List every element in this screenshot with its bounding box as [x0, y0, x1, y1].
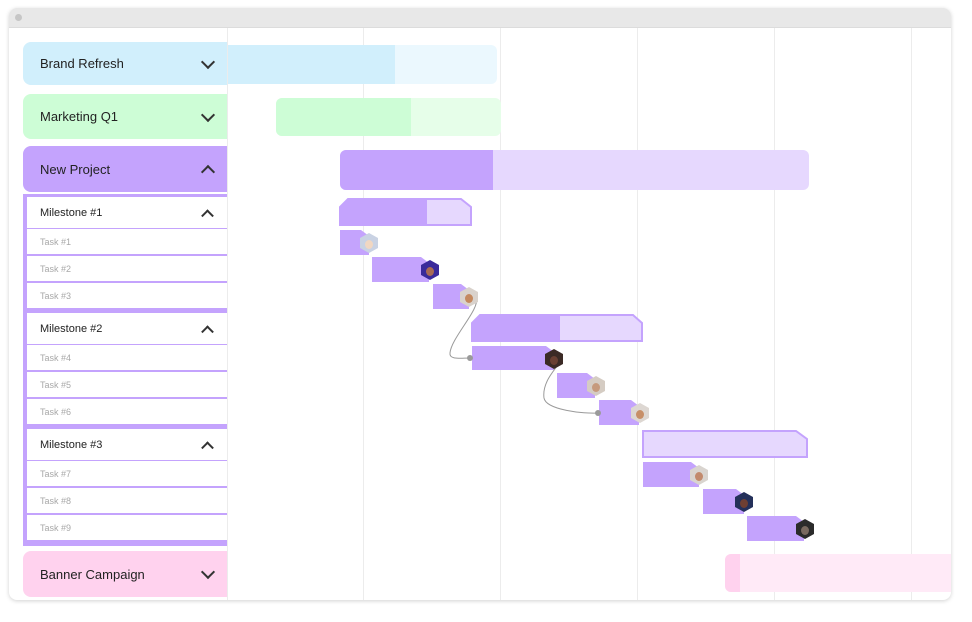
milestone-row[interactable]: Milestone #3 [27, 429, 227, 460]
chevron-up-icon[interactable] [201, 324, 214, 338]
project-name: Brand Refresh [40, 56, 124, 71]
chevron-up-icon[interactable] [201, 208, 214, 222]
task-name: Task #2 [40, 263, 72, 274]
project-name: Marketing Q1 [40, 109, 119, 124]
project-name: New Project [40, 161, 111, 177]
project-row-banner-campaign[interactable]: Banner Campaign [23, 551, 227, 597]
task-row[interactable]: Task #5 [27, 372, 227, 397]
milestone-bar-progress [472, 315, 560, 341]
project-bar-progress [276, 98, 411, 136]
gantt-window: Brand Refresh Marketing Q1 New Project M… [9, 8, 951, 600]
chevron-down-icon[interactable] [200, 54, 216, 69]
task-row[interactable]: Task #7 [27, 461, 227, 486]
project-bar-brand-refresh[interactable] [228, 45, 497, 84]
task-bar [472, 346, 554, 370]
project-bar-progress [228, 45, 395, 84]
sidebar-divider [227, 28, 228, 600]
task-bar [372, 257, 429, 282]
project-row-brand-refresh[interactable]: Brand Refresh [23, 42, 227, 85]
project-children: Milestone #1 Task #1 Task #2 Task #3 Mil… [23, 194, 227, 546]
assignee-avatar[interactable] [545, 349, 563, 369]
project-bar-banner-campaign[interactable] [725, 554, 951, 592]
task-name: Task #8 [40, 495, 72, 506]
dependency-link-end [467, 355, 473, 361]
chevron-up-icon[interactable] [200, 164, 216, 180]
project-bar-new-project[interactable] [340, 150, 809, 190]
chevron-down-icon[interactable] [200, 564, 216, 580]
assignee-avatar[interactable] [587, 376, 605, 396]
task-row[interactable]: Task #2 [27, 256, 227, 281]
assignee-avatar[interactable] [796, 519, 814, 539]
project-row-marketing-q1[interactable]: Marketing Q1 [23, 94, 227, 139]
project-name: Banner Campaign [40, 566, 145, 582]
milestone-name: Milestone #2 [40, 322, 103, 335]
project-bar-progress [725, 554, 740, 592]
task-row[interactable]: Task #6 [27, 399, 227, 424]
timeline-gridline [363, 28, 364, 600]
milestone-bar-progress [340, 199, 427, 225]
timeline-gridline [637, 28, 638, 600]
task-name: Task #3 [40, 290, 72, 301]
dependency-link-end [595, 410, 601, 416]
assignee-avatar[interactable] [735, 492, 753, 512]
assignee-avatar[interactable] [690, 465, 708, 485]
task-name: Task #1 [40, 236, 72, 247]
milestone-row[interactable]: Milestone #2 [27, 313, 227, 344]
task-name: Task #7 [40, 468, 72, 479]
task-name: Task #5 [40, 379, 72, 390]
timeline-gridline [774, 28, 775, 600]
dependency-link [449, 297, 477, 359]
milestone-bar [642, 430, 808, 458]
task-bar [747, 516, 804, 541]
task-row[interactable]: Task #9 [27, 515, 227, 540]
project-sidebar: Brand Refresh Marketing Q1 New Project M… [9, 28, 227, 600]
chevron-down-icon[interactable] [200, 107, 216, 122]
task-name: Task #6 [40, 406, 72, 417]
window-control-dot[interactable] [15, 14, 22, 21]
milestone-bar [471, 314, 643, 342]
task-row[interactable]: Task #8 [27, 488, 227, 513]
task-name: Task #9 [40, 522, 72, 533]
assignee-avatar[interactable] [460, 287, 478, 307]
assignee-avatar[interactable] [421, 260, 439, 280]
assignee-avatar[interactable] [631, 403, 649, 423]
milestone-row[interactable]: Milestone #1 [27, 197, 227, 228]
milestone-name: Milestone #1 [40, 206, 103, 219]
task-row[interactable]: Task #1 [27, 229, 227, 254]
task-name: Task #4 [40, 352, 72, 363]
project-bar-marketing-q1[interactable] [276, 98, 501, 136]
project-bar-progress [340, 150, 493, 190]
chevron-up-icon[interactable] [201, 440, 214, 454]
timeline-gridline [911, 28, 912, 600]
window-titlebar [9, 8, 951, 28]
milestone-name: Milestone #3 [40, 438, 103, 451]
milestone-bar [339, 198, 472, 226]
assignee-avatar[interactable] [360, 233, 378, 253]
task-row[interactable]: Task #3 [27, 283, 227, 308]
task-row[interactable]: Task #4 [27, 345, 227, 370]
project-row-new-project[interactable]: New Project [23, 146, 227, 192]
